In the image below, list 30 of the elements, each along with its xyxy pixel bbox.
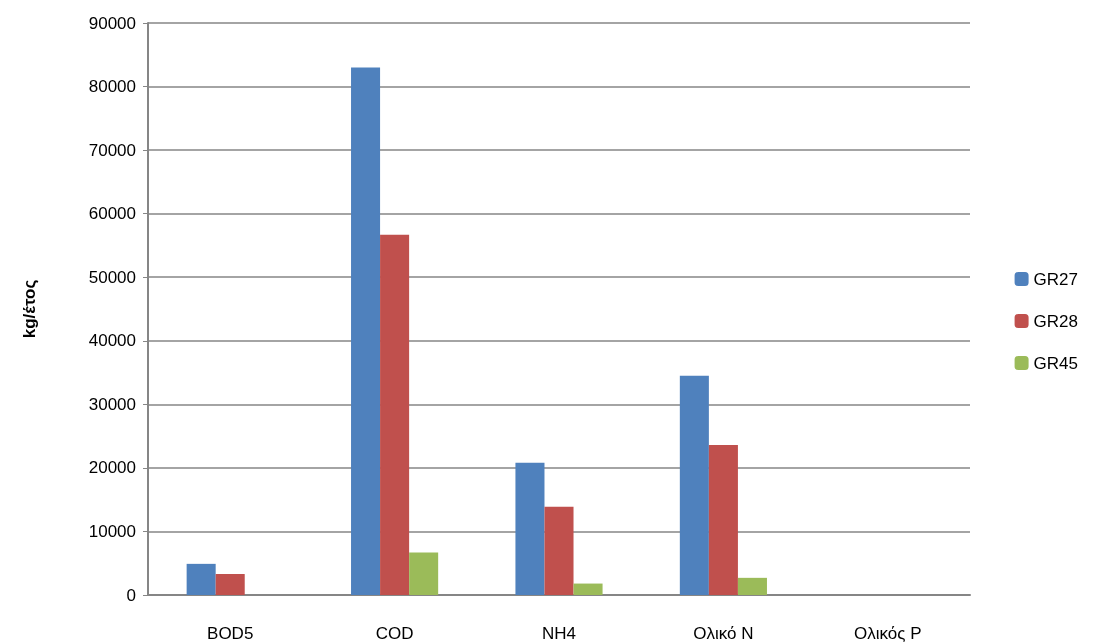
bar bbox=[679, 375, 709, 595]
bar bbox=[737, 577, 767, 595]
legend-label: GR45 bbox=[1033, 353, 1079, 373]
y-tick-label: 40000 bbox=[88, 331, 136, 351]
legend-label: GR28 bbox=[1033, 311, 1079, 331]
bar bbox=[544, 506, 574, 595]
y-axis-title: kg/έτος bbox=[20, 279, 39, 339]
y-tick-label: 50000 bbox=[88, 267, 136, 287]
y-tick-label: 80000 bbox=[88, 77, 136, 97]
x-tick-label: COD bbox=[375, 624, 414, 642]
x-tick-label: NH4 bbox=[541, 624, 577, 642]
x-tick-label: BOD5 bbox=[207, 624, 254, 642]
y-tick-label: 90000 bbox=[88, 13, 136, 33]
y-tick-label: 60000 bbox=[88, 204, 136, 224]
y-tick-label: 30000 bbox=[88, 394, 136, 414]
bar bbox=[215, 574, 245, 595]
bar bbox=[708, 445, 738, 595]
x-tick-label: Ολικό N bbox=[693, 624, 754, 642]
bar bbox=[409, 552, 439, 595]
bar bbox=[186, 563, 216, 595]
bar bbox=[515, 462, 545, 595]
y-tick-label: 70000 bbox=[88, 140, 136, 160]
legend-label: GR27 bbox=[1033, 269, 1079, 289]
x-tick-label: Ολικός P bbox=[854, 624, 922, 642]
bar bbox=[573, 583, 603, 595]
y-tick-label: 20000 bbox=[88, 458, 136, 478]
bar bbox=[351, 67, 381, 595]
y-tick-label: 10000 bbox=[88, 521, 136, 541]
y-tick-label: 0 bbox=[126, 585, 136, 605]
bar bbox=[380, 234, 410, 595]
